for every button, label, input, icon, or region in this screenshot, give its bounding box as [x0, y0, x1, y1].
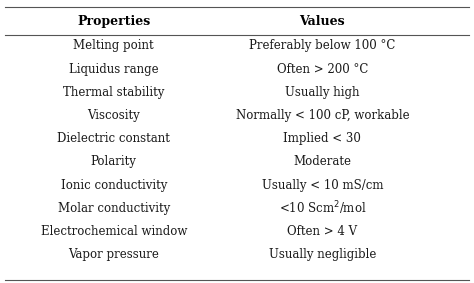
Text: Values: Values: [300, 15, 345, 28]
Text: Vapor pressure: Vapor pressure: [68, 248, 159, 261]
Text: Usually high: Usually high: [285, 86, 360, 99]
Text: Molar conductivity: Molar conductivity: [58, 202, 170, 215]
Text: Moderate: Moderate: [293, 155, 351, 168]
Text: Melting point: Melting point: [73, 39, 154, 52]
Text: Usually < 10 mS/cm: Usually < 10 mS/cm: [262, 179, 383, 192]
Text: Preferably below 100 °C: Preferably below 100 °C: [249, 39, 395, 52]
Text: Polarity: Polarity: [91, 155, 137, 168]
Text: Often > 4 V: Often > 4 V: [287, 225, 357, 238]
Text: Normally < 100 cP, workable: Normally < 100 cP, workable: [236, 109, 409, 122]
Text: Liquidus range: Liquidus range: [69, 63, 159, 76]
Text: Thermal stability: Thermal stability: [63, 86, 164, 99]
Text: Ionic conductivity: Ionic conductivity: [61, 179, 167, 192]
Text: Implied < 30: Implied < 30: [283, 132, 361, 145]
Text: Properties: Properties: [77, 15, 150, 28]
Text: Electrochemical window: Electrochemical window: [41, 225, 187, 238]
Text: <10 Scm$^2$/mol: <10 Scm$^2$/mol: [279, 200, 366, 217]
Text: Often > 200 °C: Often > 200 °C: [277, 63, 368, 76]
Text: Viscosity: Viscosity: [87, 109, 140, 122]
Text: Usually negligible: Usually negligible: [269, 248, 376, 261]
Text: Dielectric constant: Dielectric constant: [57, 132, 170, 145]
